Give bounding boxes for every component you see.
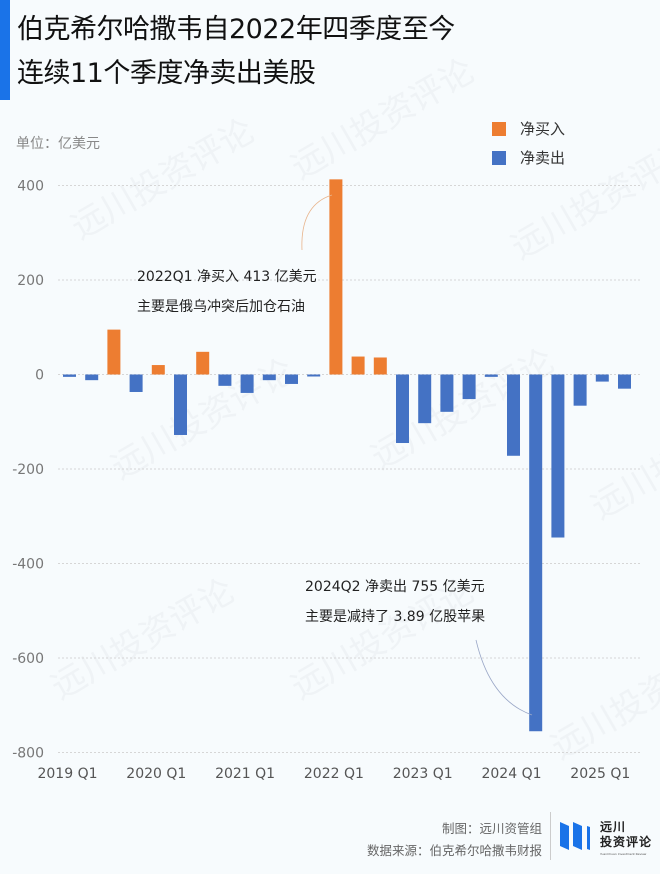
bar-2020Q1: [151, 365, 165, 375]
bar-2024Q3: [551, 374, 565, 538]
title-line-2: 连续11个季度净卖出美股: [17, 58, 316, 89]
footer-credits: 制图：远川资管组 数据来源：伯克希尔哈撒韦财报: [367, 818, 542, 862]
logo-divider: [550, 812, 551, 860]
y-tick-label: 0: [35, 368, 44, 384]
unit-label: 单位：亿美元: [16, 136, 100, 152]
bar-2019Q3: [107, 329, 121, 375]
svg-text:远川投资评论: 远川投资评论: [545, 631, 660, 768]
legend-swatch-orange: [492, 121, 506, 136]
legend-swatch-blue: [492, 150, 506, 165]
legend-item-net-sell: 净卖出: [492, 143, 565, 172]
bar-2022Q1: [329, 179, 343, 375]
x-tick-label: 2025 Q1: [570, 766, 630, 782]
bar-2019Q4: [129, 374, 143, 392]
annotation-line-1: 2022Q1 净买入 413 亿美元: [137, 269, 317, 285]
svg-text:远川投资评论: 远川投资评论: [285, 51, 482, 188]
legend: 净买入 净卖出: [492, 114, 565, 172]
logo-line-1: 远川: [600, 820, 627, 834]
bar-2023Q2: [440, 374, 454, 412]
x-tick-label: 2021 Q1: [215, 766, 275, 782]
y-tick-label: -600: [12, 651, 44, 667]
bar-2024Q4: [573, 374, 587, 406]
bar-2024Q2: [529, 374, 543, 732]
bar-2025Q1: [595, 374, 609, 382]
y-tick-label: -800: [12, 746, 44, 762]
x-tick-label: 2023 Q1: [393, 766, 453, 782]
bar-2021Q4: [307, 374, 321, 377]
y-tick-label: -200: [12, 462, 44, 478]
chart-title: 伯克希尔哈撒韦自2022年四季度至今 连续11个季度净卖出美股: [17, 8, 455, 96]
x-tick-label: 2022 Q1: [304, 766, 364, 782]
annotation-line-2: 主要是减持了 3.89 亿股苹果: [305, 609, 485, 625]
yuanchuan-logo-icon: [560, 822, 590, 850]
legend-label: 净卖出: [520, 149, 566, 167]
bar-2020Q4: [218, 374, 232, 386]
bar-2025Q2: [618, 374, 631, 389]
x-tick-label: 2024 Q1: [481, 766, 541, 782]
bar-2022Q2: [351, 356, 365, 375]
title-accent-bar: [0, 0, 10, 100]
bar-2020Q3: [196, 351, 210, 375]
y-tick-label: -400: [12, 557, 44, 573]
bar-2022Q3: [373, 357, 387, 375]
x-tick-label: 2020 Q1: [126, 766, 186, 782]
bar-2019Q1: [63, 374, 76, 377]
x-tick-label: 2019 Q1: [37, 766, 97, 782]
y-tick-label: 200: [17, 273, 44, 289]
title-line-1: 伯克希尔哈撒韦自2022年四季度至今: [17, 14, 455, 45]
annotation-connector-2024q2: [475, 639, 533, 716]
logo-line-2: 投资评论: [600, 835, 653, 849]
annotation-line-2: 主要是俄乌冲突后加仓石油: [137, 299, 305, 315]
logo-text: 远川 投资评论: [600, 820, 652, 850]
logo-subtitle: YuanChuan Investment Review: [600, 852, 647, 856]
data-source: 数据来源：伯克希尔哈撒韦财报: [366, 843, 542, 858]
legend-item-net-buy: 净买入: [492, 114, 565, 143]
legend-label: 净买入: [520, 120, 566, 138]
bar-2020Q2: [174, 374, 187, 435]
annotation-connector-2022q1: [301, 194, 333, 251]
bar-2023Q4: [484, 374, 498, 377]
bar-2019Q2: [85, 374, 99, 381]
bar-2021Q2: [262, 374, 276, 381]
bar-2021Q3: [285, 374, 298, 384]
bar-2024Q1: [507, 374, 520, 456]
bar-2023Q1: [418, 374, 432, 424]
svg-text:远川投资评论: 远川投资评论: [585, 391, 660, 528]
svg-text:远川投资评论: 远川投资评论: [65, 111, 262, 248]
y-tick-label: 400: [17, 179, 44, 195]
chart-credit: 制图：远川资管组: [441, 821, 542, 836]
annotation-line-1: 2024Q2 净卖出 755 亿美元: [305, 579, 485, 595]
svg-text:远川投资评论: 远川投资评论: [45, 571, 242, 708]
bar-2021Q1: [240, 374, 254, 393]
bar-2022Q4: [396, 374, 409, 444]
bar-2023Q3: [462, 374, 476, 400]
